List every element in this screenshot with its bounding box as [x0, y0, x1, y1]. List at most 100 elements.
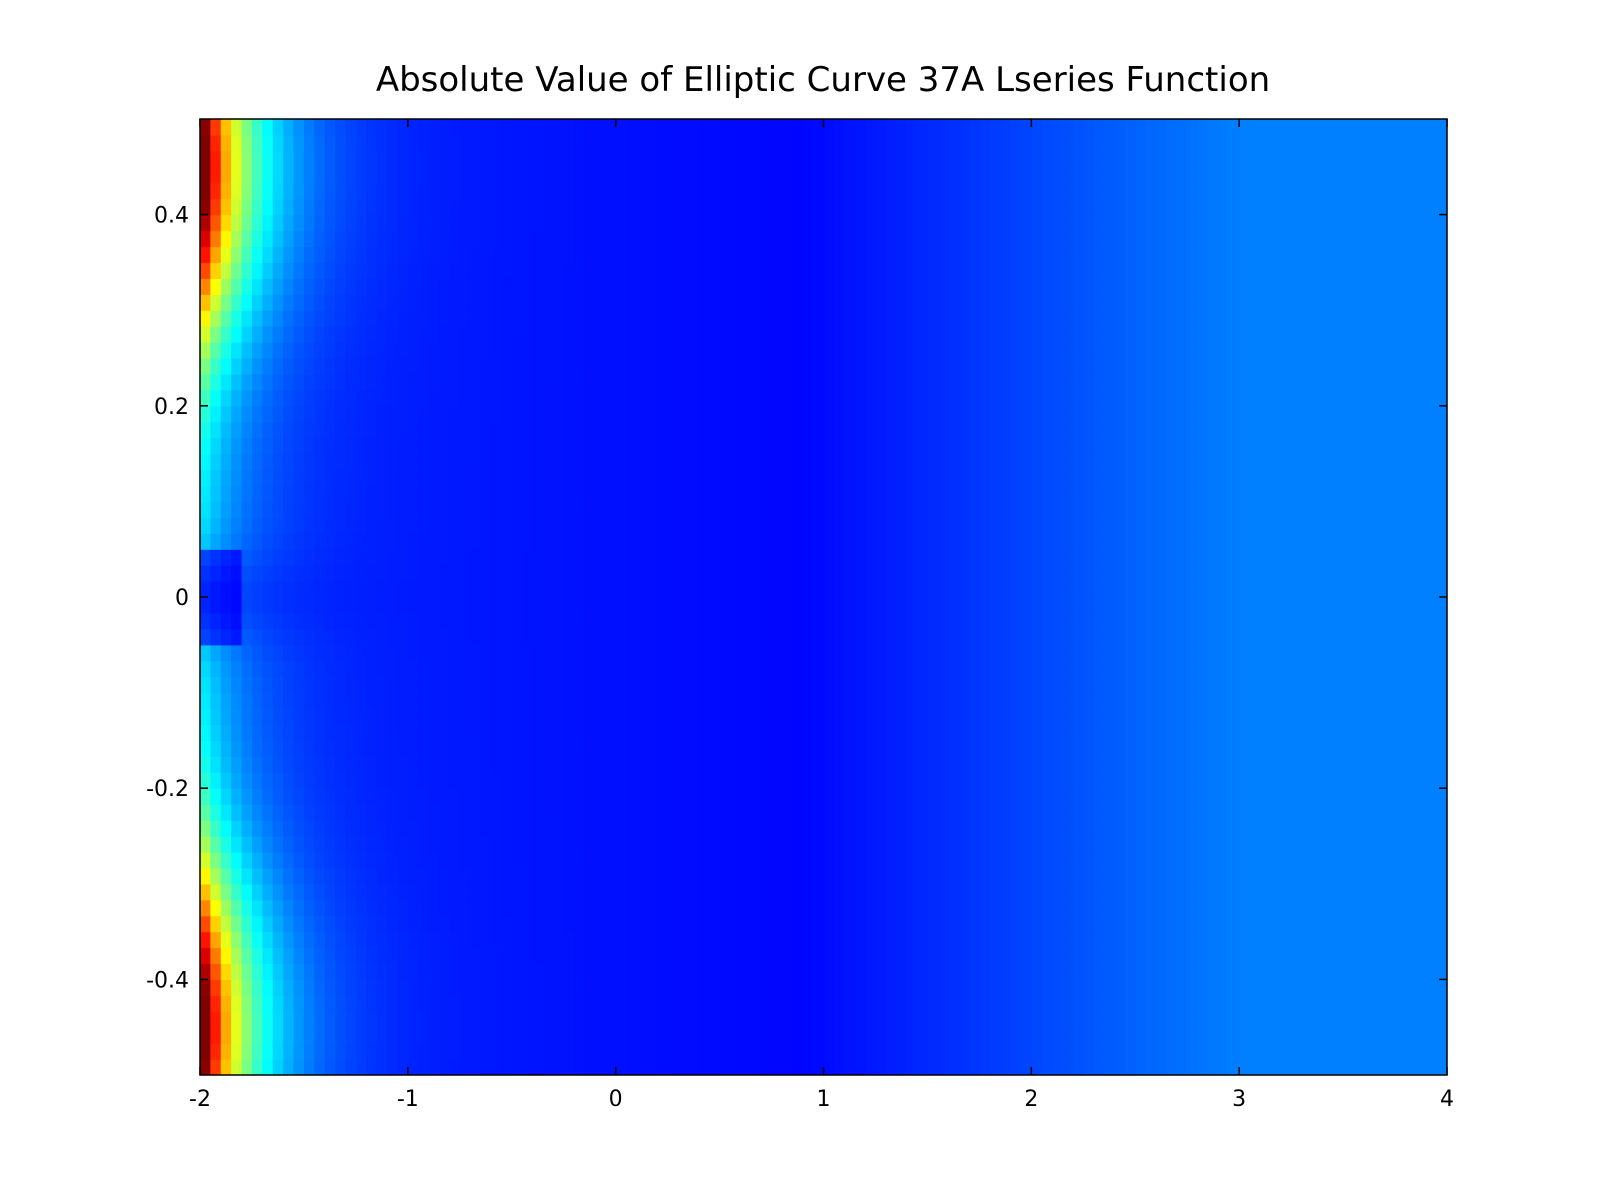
heatmap-cell: [1270, 469, 1282, 487]
heatmap-cell: [397, 565, 409, 582]
heatmap-cell: [1166, 772, 1178, 789]
heatmap-cell: [605, 788, 617, 805]
heatmap-cell: [303, 820, 315, 837]
heatmap-cell: [979, 517, 991, 534]
heatmap-cell: [1405, 963, 1417, 980]
heatmap-cell: [927, 597, 939, 614]
heatmap-cell: [345, 740, 357, 757]
heatmap-cell: [906, 915, 918, 933]
heatmap-cell: [1031, 995, 1043, 1012]
heatmap-cell: [501, 612, 513, 630]
heatmap-cell: [532, 1043, 544, 1060]
heatmap-cell: [262, 851, 274, 869]
heatmap-cell: [1207, 549, 1219, 566]
heatmap-cell: [355, 437, 367, 455]
heatmap-cell: [1207, 660, 1219, 678]
heatmap-cell: [522, 421, 534, 439]
heatmap-cell: [802, 453, 814, 471]
heatmap-cell: [251, 501, 263, 518]
heatmap-cell: [854, 437, 866, 455]
heatmap-cell: [667, 804, 679, 821]
heatmap-cell: [1135, 565, 1147, 582]
heatmap-cell: [200, 772, 211, 789]
heatmap-cell: [646, 1059, 658, 1075]
heatmap-cell: [740, 453, 752, 471]
heatmap-cell: [1280, 660, 1292, 678]
heatmap-cell: [1353, 740, 1365, 757]
heatmap-cell: [1000, 867, 1012, 885]
heatmap-cell: [968, 453, 980, 471]
heatmap-cell: [615, 947, 627, 965]
heatmap-cell: [200, 756, 211, 773]
heatmap-cell: [459, 517, 471, 534]
heatmap-cell: [989, 1059, 1001, 1075]
heatmap-cell: [646, 676, 658, 694]
heatmap-cell: [1093, 644, 1105, 662]
heatmap-cell: [345, 469, 357, 487]
heatmap-cell: [241, 947, 253, 965]
heatmap-cell: [553, 963, 565, 980]
heatmap-cell: [1426, 1043, 1438, 1060]
heatmap-cell: [636, 501, 648, 518]
heatmap-cell: [761, 549, 773, 566]
heatmap-cell: [480, 931, 492, 949]
heatmap-cell: [1436, 867, 1447, 885]
heatmap-cell: [397, 899, 409, 917]
heatmap-cell: [1311, 581, 1323, 598]
heatmap-cell: [210, 1059, 222, 1075]
heatmap-cell: [397, 756, 409, 773]
heatmap-cell: [1187, 1027, 1199, 1044]
heatmap-cell: [657, 820, 669, 837]
heatmap-cell: [1083, 915, 1095, 933]
heatmap-cell: [875, 708, 887, 726]
heatmap-cell: [1104, 565, 1116, 582]
heatmap-cell: [428, 453, 440, 471]
heatmap-cell: [740, 867, 752, 885]
heatmap-cell: [1104, 1027, 1116, 1044]
heatmap-cell: [418, 708, 430, 726]
heatmap-cell: [470, 899, 482, 917]
heatmap-cell: [958, 533, 970, 550]
heatmap-cell: [1135, 469, 1147, 487]
heatmap-cell: [1415, 788, 1427, 805]
heatmap-cell: [771, 565, 783, 582]
heatmap-cell: [1311, 644, 1323, 662]
heatmap-cell: [615, 931, 627, 949]
heatmap-cell: [1104, 644, 1116, 662]
heatmap-cell: [1156, 437, 1168, 455]
heatmap-cell: [470, 756, 482, 773]
heatmap-cell: [1426, 469, 1438, 487]
heatmap-cell: [1228, 931, 1240, 949]
heatmap-cell: [688, 612, 700, 630]
heatmap-cell: [906, 883, 918, 901]
heatmap-cell: [314, 867, 326, 885]
heatmap-cell: [459, 660, 471, 678]
heatmap-cell: [1083, 628, 1095, 646]
heatmap-cell: [470, 549, 482, 566]
heatmap-cell: [1384, 612, 1396, 630]
heatmap-cell: [387, 820, 399, 837]
heatmap-cell: [200, 485, 211, 502]
heatmap-cell: [1093, 915, 1105, 933]
heatmap-cell: [220, 820, 232, 837]
heatmap-cell: [1301, 549, 1313, 566]
heatmap-cell: [1072, 883, 1084, 901]
heatmap-cell: [896, 708, 908, 726]
heatmap-cell: [865, 867, 877, 885]
heatmap-cell: [1166, 485, 1178, 502]
heatmap-cell: [490, 947, 502, 965]
heatmap-cell: [241, 708, 253, 726]
heatmap-cell: [1020, 597, 1032, 614]
heatmap-cell: [1083, 533, 1095, 550]
heatmap-cell: [262, 883, 274, 901]
heatmap-cell: [1052, 756, 1064, 773]
heatmap-cell: [1291, 1011, 1303, 1028]
heatmap-cell: [594, 756, 606, 773]
heatmap-cell: [303, 485, 315, 502]
heatmap-cell: [1218, 915, 1230, 933]
heatmap-cell: [626, 820, 638, 837]
heatmap-cell: [428, 565, 440, 582]
heatmap-cell: [251, 1043, 263, 1060]
heatmap-cell: [979, 549, 991, 566]
heatmap-cell: [459, 963, 471, 980]
